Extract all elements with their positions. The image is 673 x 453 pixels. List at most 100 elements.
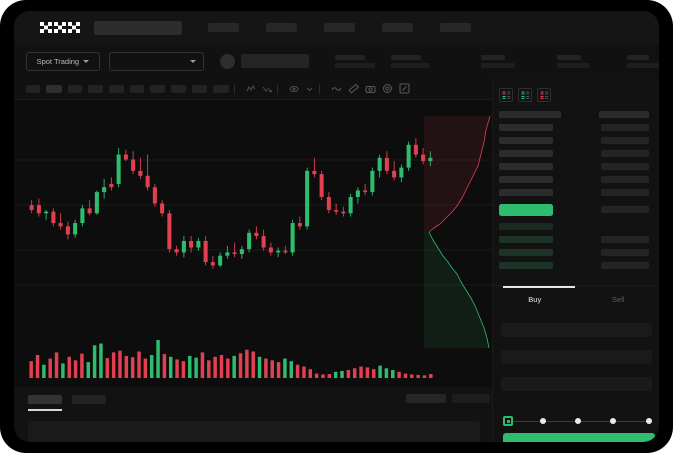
chevron-down-icon[interactable] [305, 85, 314, 93]
compare-icon[interactable] [289, 85, 299, 93]
orderbook-header-amount [599, 111, 649, 118]
tab-buy[interactable]: Buy [528, 295, 542, 304]
ticker-stat-3 [481, 54, 515, 68]
orderbook-bid-row[interactable] [499, 249, 553, 256]
chart-foot-button-1[interactable] [406, 394, 446, 403]
top-navigation-bar [14, 11, 659, 44]
nav-item-1[interactable] [208, 23, 239, 32]
timeframe-1[interactable] [26, 84, 40, 93]
ticker-stat-1 [335, 54, 375, 68]
market-type-label: Spot Trading [36, 56, 80, 66]
stat-value [557, 62, 589, 68]
tab-sell[interactable]: Sell [611, 295, 625, 304]
order-amount-field[interactable] [501, 350, 652, 364]
stat-value [627, 62, 659, 68]
orderbook-bid-row[interactable] [499, 236, 553, 243]
orderbook-mode-group [493, 78, 659, 102]
orderbook-ask-row[interactable] [499, 137, 553, 144]
stat-label [627, 54, 649, 60]
orderbook-mode-bids-icon[interactable] [518, 88, 532, 102]
timeframe-8[interactable] [171, 84, 186, 93]
orderbook-selected-amount [601, 206, 649, 213]
chevron-down-icon [83, 59, 90, 63]
line-chart-icon[interactable] [331, 85, 342, 93]
fullscreen-icon[interactable] [399, 83, 410, 94]
orderbook-bid-row[interactable] [499, 223, 553, 230]
orderbook-ask-row[interactable] [499, 124, 553, 131]
orderbook-ask-amount [601, 189, 649, 196]
order-total-field[interactable] [501, 377, 652, 391]
orderbook-panel: Buy Sell [492, 78, 659, 442]
nav-item-2[interactable] [266, 23, 297, 32]
trading-pair-selector[interactable] [108, 51, 205, 71]
orderbook-selected-price[interactable] [499, 204, 553, 216]
bottom-tab-1[interactable] [28, 395, 62, 404]
market-depth-overlay [424, 115, 492, 349]
orderbook-ask-row[interactable] [499, 163, 553, 170]
timeframe-7[interactable] [150, 84, 165, 93]
timeframe-5[interactable] [109, 84, 124, 93]
orderbook-mode-asks-icon[interactable] [537, 88, 551, 102]
orderbook-ask-row[interactable] [499, 150, 553, 157]
bottom-tab-1-underline [28, 409, 62, 411]
order-price-field[interactable] [501, 323, 652, 337]
stat-value [335, 62, 375, 68]
orderbook-ask-row[interactable] [499, 176, 553, 183]
toolbar-divider [234, 83, 235, 94]
orderbook-header-price [499, 111, 561, 118]
orderbook-bid-amount [601, 262, 649, 269]
timeframe-10[interactable] [213, 84, 229, 93]
timeframe-9[interactable] [192, 84, 207, 93]
ticker-stat-5 [627, 54, 659, 68]
market-type-dropdown[interactable]: Spot Trading [26, 51, 100, 71]
app-screen: Spot Trading [14, 11, 659, 442]
timeframe-6[interactable] [130, 84, 144, 93]
nav-item-5[interactable] [440, 23, 471, 32]
orderbook-ask-amount [601, 163, 649, 170]
chart-foot-button-2[interactable] [452, 394, 490, 403]
stat-label [391, 54, 421, 60]
bottom-content-area[interactable] [28, 421, 480, 442]
toolbar-divider [319, 83, 320, 94]
search-input[interactable] [94, 20, 182, 35]
stepper-dot-4[interactable] [610, 417, 616, 424]
okx-logo[interactable] [40, 22, 80, 33]
toolbar-divider [277, 83, 278, 94]
candlestick-svg [14, 138, 492, 378]
camera-icon[interactable] [365, 84, 376, 94]
orderbook-ask-amount [601, 176, 649, 183]
pair-avatar [220, 53, 236, 69]
stepper-dot-5[interactable] [646, 417, 652, 424]
stepper-dot-2[interactable] [540, 417, 546, 424]
ruler-icon[interactable] [348, 83, 359, 94]
bottom-tab-2[interactable] [72, 395, 106, 404]
depth-area-svg [424, 115, 491, 349]
stat-value [481, 62, 515, 68]
orderbook-ask-amount [601, 150, 649, 157]
stat-label [335, 54, 365, 60]
timeframe-2[interactable] [46, 84, 62, 93]
indicator-icon[interactable] [262, 85, 272, 93]
timeframe-3[interactable] [68, 84, 82, 93]
submit-order-button[interactable] [503, 433, 655, 442]
nav-item-3[interactable] [324, 23, 355, 32]
buy-tab-underline [503, 286, 575, 288]
candle-type-icon[interactable] [246, 84, 256, 93]
orderbook-ask-amount [601, 137, 649, 144]
settings-icon[interactable] [382, 83, 393, 94]
trade-form-tabs: Buy Sell [493, 285, 659, 315]
timeframe-4[interactable] [88, 84, 103, 93]
orderbook-ask-row[interactable] [499, 189, 553, 196]
stepper-dot-3[interactable] [575, 417, 581, 424]
orderbook-ask-amount [601, 124, 649, 131]
chart-toolbar [14, 78, 492, 100]
last-price-value [241, 54, 309, 68]
amount-stepper[interactable] [503, 415, 655, 427]
orderbook-bid-row[interactable] [499, 262, 553, 269]
nav-item-4[interactable] [382, 23, 413, 32]
nav-item-list [208, 23, 471, 32]
stepper-dot-1[interactable] [503, 416, 513, 426]
price-chart[interactable] [14, 100, 492, 387]
orderbook-mode-both-icon[interactable] [499, 88, 513, 102]
